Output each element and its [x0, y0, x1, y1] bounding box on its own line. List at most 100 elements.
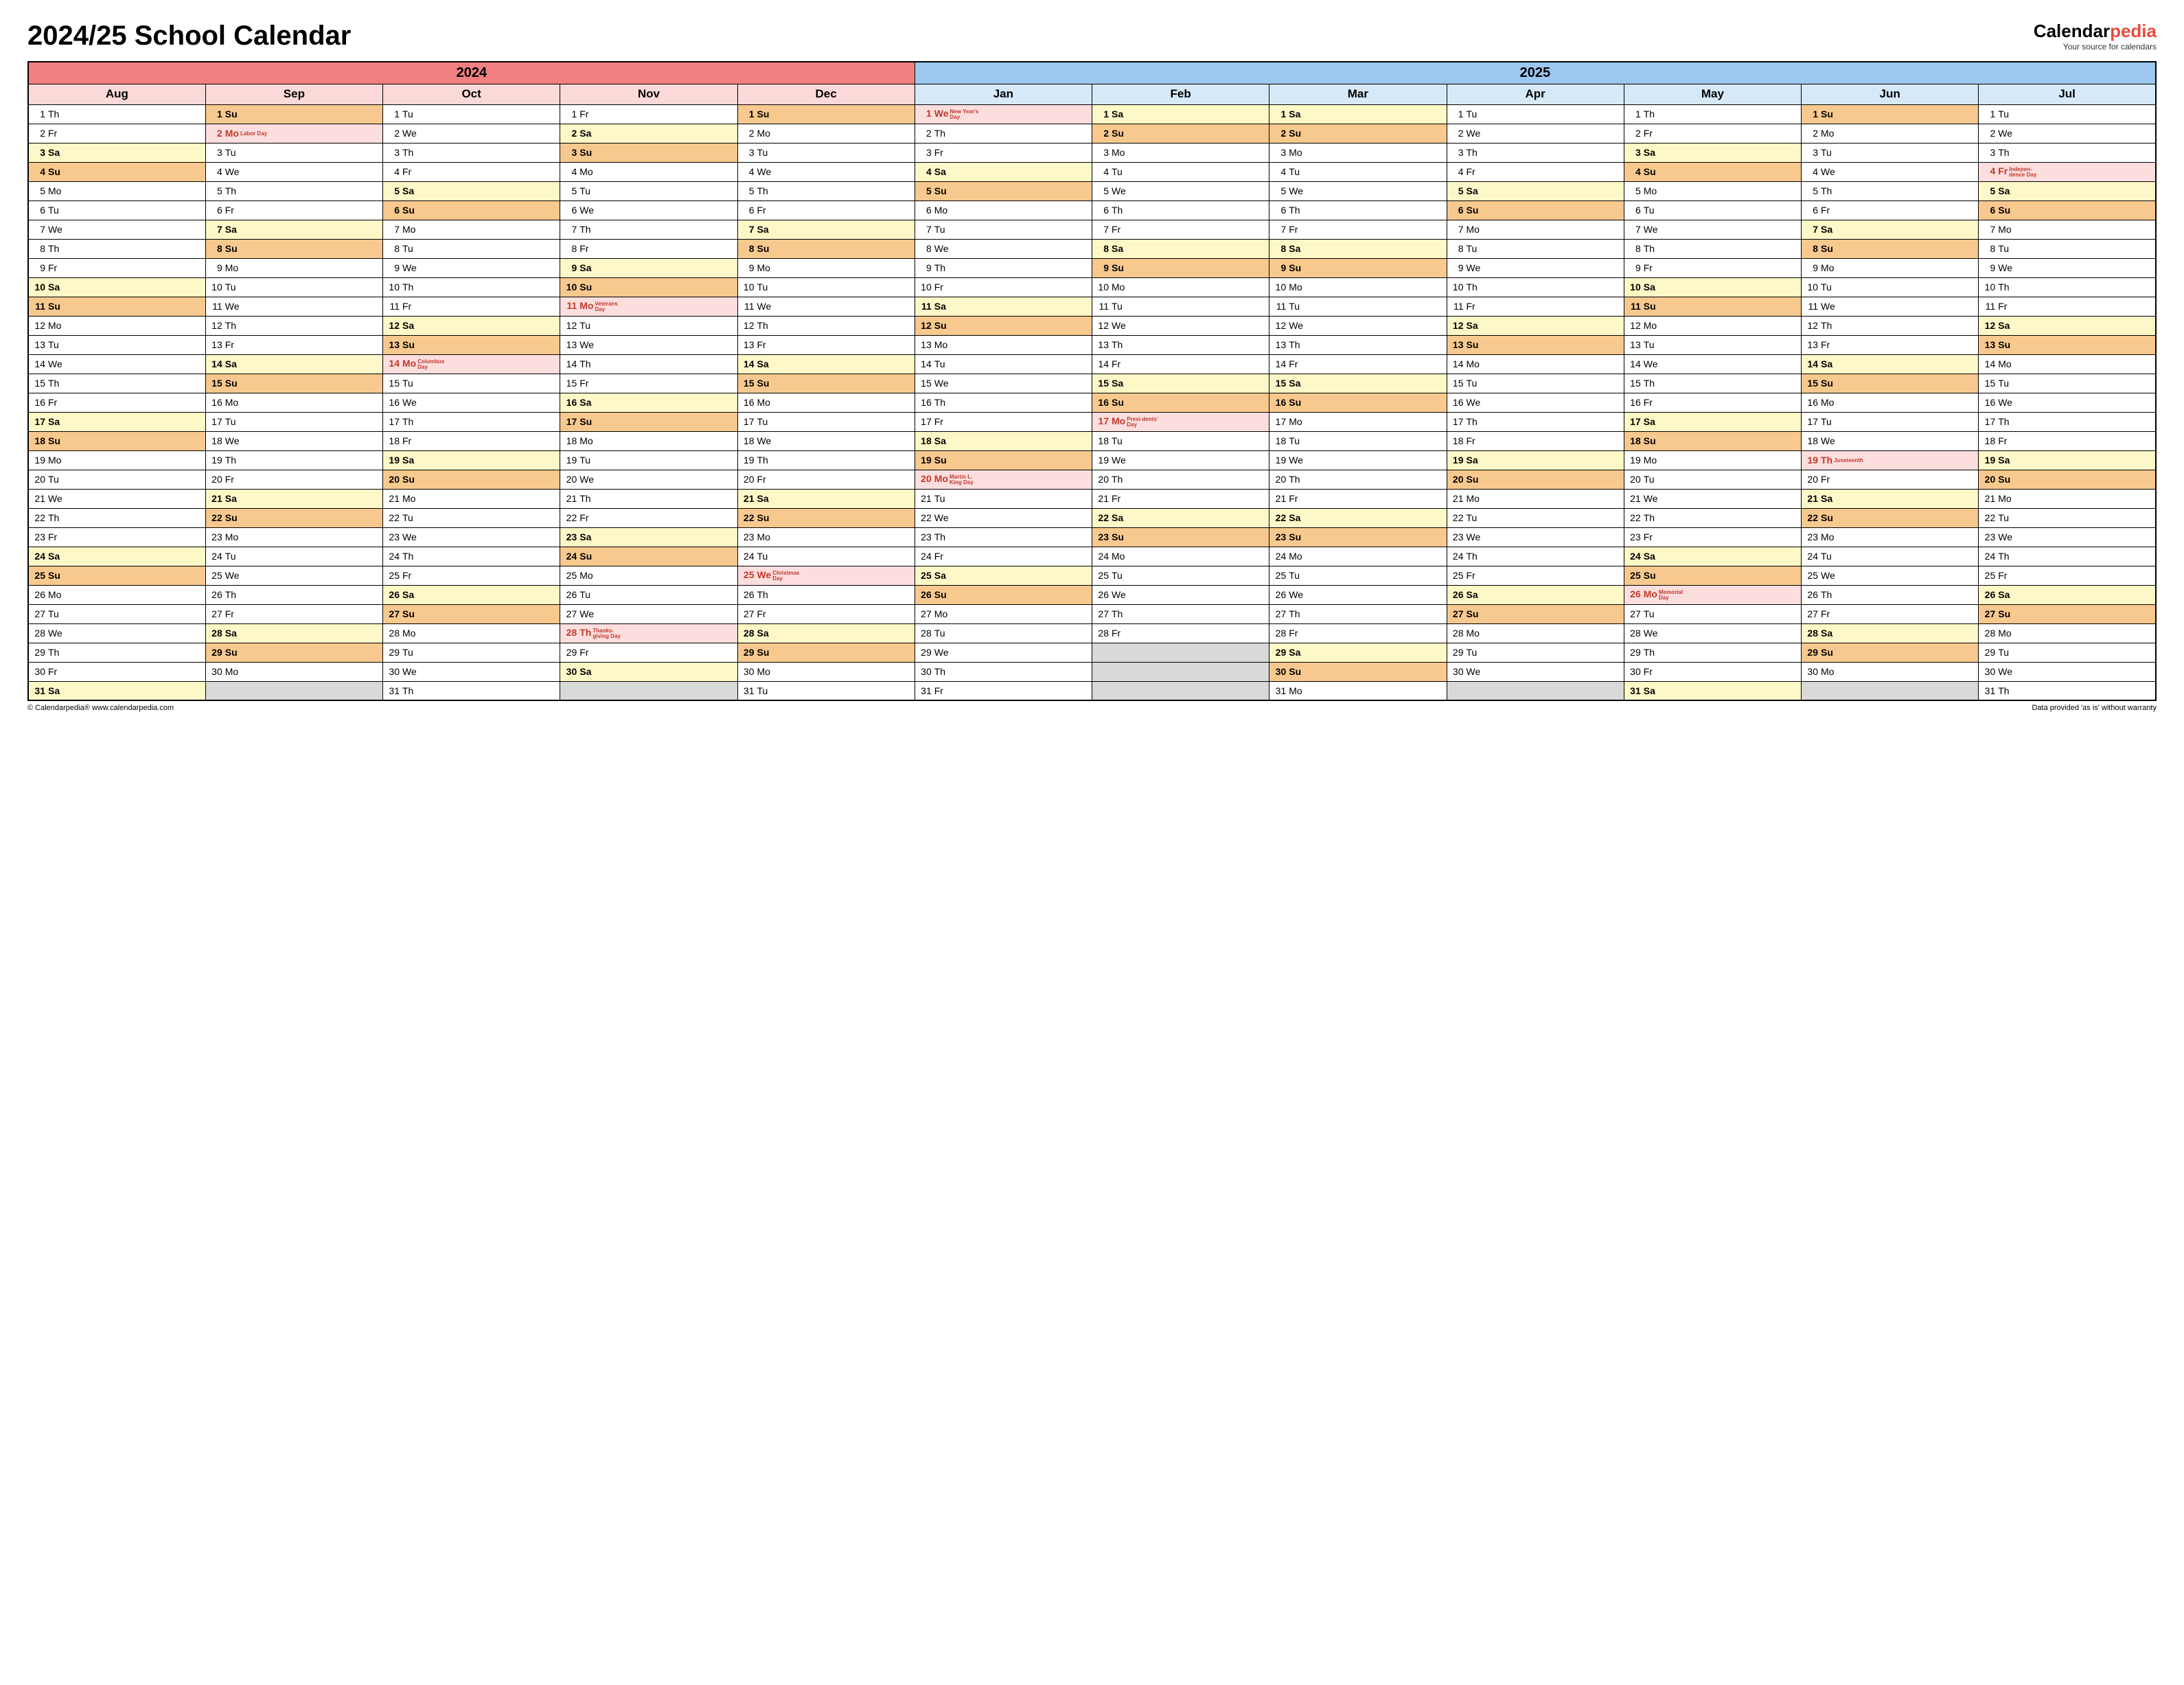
day-cell: 27Tu — [28, 604, 205, 623]
brand-name-b: pedia — [2110, 21, 2157, 41]
day-cell: 3Tu — [205, 143, 382, 162]
day-cell: 18Fr — [383, 431, 560, 450]
day-cell: 2Mo — [737, 124, 915, 143]
day-cell: 18Tu — [1092, 431, 1269, 450]
day-cell: 22Sa — [1092, 508, 1269, 527]
day-cell: 9We — [1979, 258, 2156, 277]
day-cell: 8Su — [1802, 239, 1979, 258]
month-header-aug: Aug — [28, 84, 205, 104]
day-cell: 6Th — [1092, 200, 1269, 220]
brand-block: Calendarpedia Your source for calendars — [2034, 21, 2157, 51]
day-cell: 23We — [383, 527, 560, 547]
month-header-feb: Feb — [1092, 84, 1269, 104]
brand-tagline: Your source for calendars — [2034, 42, 2157, 51]
day-cell: 31Fr — [915, 681, 1092, 700]
day-cell: 7Fr — [1092, 220, 1269, 239]
day-cell: 27Su — [383, 604, 560, 623]
day-cell: 27Th — [1092, 604, 1269, 623]
day-cell: 20Su — [383, 470, 560, 489]
day-cell: 17Th — [1447, 412, 1624, 431]
day-cell: 8Su — [737, 239, 915, 258]
day-cell: 13Tu — [28, 335, 205, 354]
day-cell: 20Su — [1447, 470, 1624, 489]
day-cell: 11Tu — [1269, 297, 1447, 316]
day-cell: 17Mo — [1269, 412, 1447, 431]
day-cell: 29Su — [1802, 643, 1979, 662]
day-cell: 11MoVeterans Day — [560, 297, 737, 316]
day-cell: 30Sa — [560, 662, 737, 681]
day-cell: 25Su — [1624, 566, 1801, 585]
day-cell: 1Su — [737, 104, 915, 124]
day-cell: 13Th — [1092, 335, 1269, 354]
day-cell: 25Fr — [383, 566, 560, 585]
year-header-2025: 2025 — [915, 62, 2156, 84]
day-cell: 10Th — [383, 277, 560, 297]
day-cell: 29Fr — [560, 643, 737, 662]
day-cell: 17Tu — [1802, 412, 1979, 431]
day-cell: 9Mo — [1802, 258, 1979, 277]
day-cell: 15Tu — [1979, 374, 2156, 393]
day-cell: 22Th — [28, 508, 205, 527]
day-cell: 5We — [1269, 181, 1447, 200]
day-cell: 24Sa — [1624, 547, 1801, 566]
day-cell: 23Th — [915, 527, 1092, 547]
day-cell: 3Mo — [1092, 143, 1269, 162]
day-cell: 12Th — [737, 316, 915, 335]
day-cell: 1Tu — [383, 104, 560, 124]
month-header-nov: Nov — [560, 84, 737, 104]
day-cell: 2Fr — [1624, 124, 1801, 143]
day-cell: 24Tu — [205, 547, 382, 566]
day-cell: 20Tu — [28, 470, 205, 489]
day-cell: 19Su — [915, 450, 1092, 470]
day-cell: 30We — [383, 662, 560, 681]
day-cell: 4Su — [28, 162, 205, 181]
day-cell — [560, 681, 737, 700]
day-cell: 6Su — [383, 200, 560, 220]
day-cell: 12Th — [205, 316, 382, 335]
day-cell: 30Su — [1269, 662, 1447, 681]
day-cell: 3Tu — [1802, 143, 1979, 162]
day-cell: 21Sa — [205, 489, 382, 508]
day-cell: 6We — [560, 200, 737, 220]
day-cell: 6Tu — [28, 200, 205, 220]
day-cell: 3Mo — [1269, 143, 1447, 162]
day-cell: 24Tu — [1802, 547, 1979, 566]
day-cell: 27Th — [1269, 604, 1447, 623]
day-cell: 28Sa — [737, 623, 915, 643]
day-cell: 5Mo — [1624, 181, 1801, 200]
day-cell: 28Fr — [1269, 623, 1447, 643]
day-cell: 23Mo — [737, 527, 915, 547]
day-cell: 18Tu — [1269, 431, 1447, 450]
day-cell: 27Fr — [205, 604, 382, 623]
day-cell: 15Su — [737, 374, 915, 393]
day-cell: 3Su — [560, 143, 737, 162]
day-cell: 10Th — [1447, 277, 1624, 297]
day-cell: 22We — [915, 508, 1092, 527]
day-cell: 30Mo — [1802, 662, 1979, 681]
day-cell: 2Su — [1269, 124, 1447, 143]
day-cell: 14Mo — [1447, 354, 1624, 374]
day-cell: 15Tu — [1447, 374, 1624, 393]
day-cell: 1Su — [205, 104, 382, 124]
day-cell: 14We — [28, 354, 205, 374]
day-cell: 5Sa — [383, 181, 560, 200]
day-cell: 26We — [1092, 585, 1269, 604]
day-cell: 17Th — [1979, 412, 2156, 431]
day-cell: 18Fr — [1447, 431, 1624, 450]
day-cell: 24Th — [1979, 547, 2156, 566]
day-cell: 7Mo — [1447, 220, 1624, 239]
day-cell: 23We — [1979, 527, 2156, 547]
day-cell: 2Mo — [1802, 124, 1979, 143]
day-cell: 5Sa — [1979, 181, 2156, 200]
day-cell: 5Tu — [560, 181, 737, 200]
day-cell: 11Fr — [1447, 297, 1624, 316]
day-cell: 6Th — [1269, 200, 1447, 220]
day-cell: 9We — [1447, 258, 1624, 277]
day-cell: 8Tu — [1447, 239, 1624, 258]
day-cell: 1Su — [1802, 104, 1979, 124]
day-cell: 23We — [1447, 527, 1624, 547]
day-cell: 4Tu — [1269, 162, 1447, 181]
day-cell: 28We — [28, 623, 205, 643]
day-cell: 26Th — [205, 585, 382, 604]
day-cell: 18Fr — [1979, 431, 2156, 450]
